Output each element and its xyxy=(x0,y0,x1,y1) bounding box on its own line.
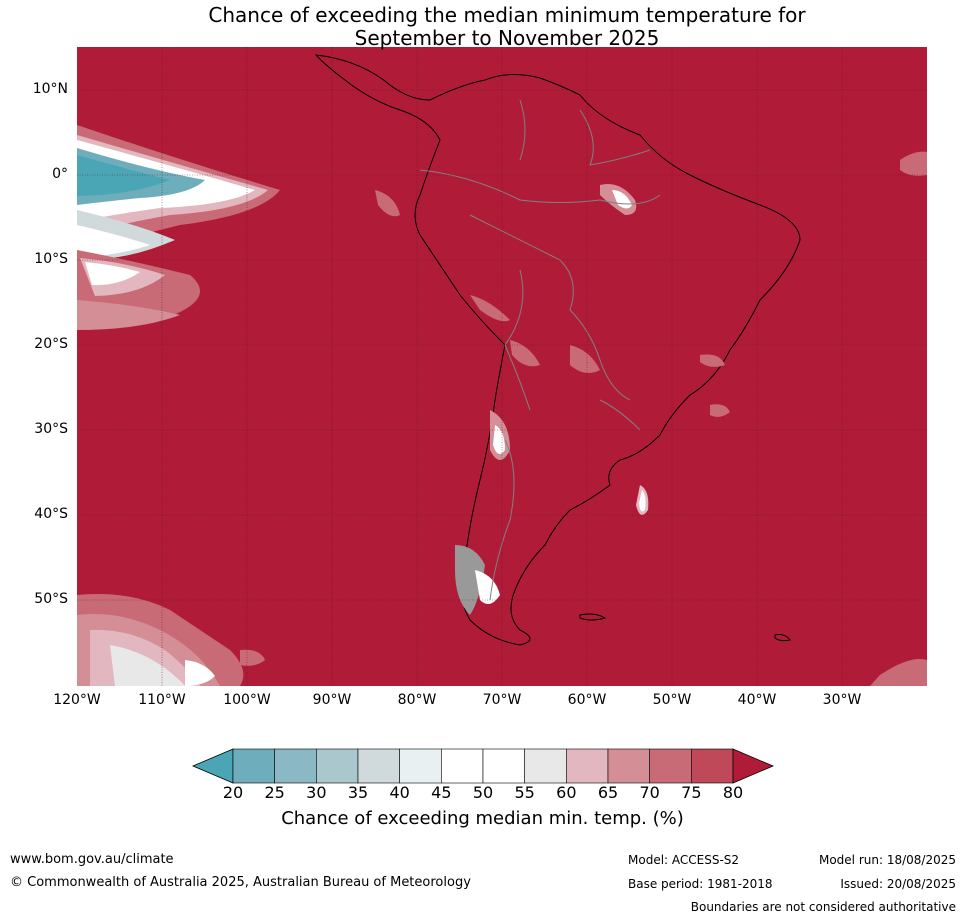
footer-model-run: Model run: 18/08/2025 xyxy=(818,853,956,867)
lat-label: 50°S xyxy=(34,591,68,607)
lat-label: 30°S xyxy=(34,421,68,437)
colorbar-tick: 20 xyxy=(222,783,244,802)
colorbar-box xyxy=(566,748,609,784)
south-atlantic-anomaly xyxy=(870,151,927,686)
southeast-pacific-anomaly xyxy=(77,594,265,686)
colorbar xyxy=(191,748,775,784)
lon-label: 70°W xyxy=(482,692,522,708)
footer-disclaimer: Boundaries are not considered authoritat… xyxy=(690,900,956,914)
colorbar-under-arrow xyxy=(191,748,234,784)
colorbar-box xyxy=(316,748,359,784)
pacific-equatorial-anomaly xyxy=(77,125,280,330)
colorbar-box xyxy=(524,748,567,784)
colorbar-tick: 35 xyxy=(347,783,369,802)
lon-label: 90°W xyxy=(312,692,352,708)
title-line-2: September to November 2025 xyxy=(354,26,660,50)
colorbar-box xyxy=(691,748,734,784)
lat-label: 10°S xyxy=(34,251,68,267)
footer-copyright: © Commonwealth of Australia 2025, Austra… xyxy=(10,875,471,890)
lon-label: 30°W xyxy=(822,692,862,708)
footer-model: Model: ACCESS-S2 xyxy=(628,853,740,867)
colorbar-label: Chance of exceeding median min. temp. (%… xyxy=(281,808,684,829)
footer-base-period: Base period: 1981-2018 xyxy=(628,877,773,891)
colorbar-tick: 65 xyxy=(597,783,619,802)
colorbar-tick: 25 xyxy=(264,783,285,802)
lon-label: 100°W xyxy=(223,692,271,708)
land-anomalies xyxy=(375,184,730,615)
footer-url[interactable]: www.bom.gov.au/climate xyxy=(10,852,174,867)
colorbar-tick: 40 xyxy=(389,783,410,802)
colorbar-tick: 30 xyxy=(306,783,327,802)
colorbar-box xyxy=(649,748,692,784)
lat-label: 40°S xyxy=(34,506,68,522)
title-line-1: Chance of exceeding the median minimum t… xyxy=(208,3,806,27)
lon-label: 80°W xyxy=(397,692,437,708)
colorbar-tick: 60 xyxy=(556,783,577,802)
lon-label: 50°W xyxy=(652,692,692,708)
colorbar-tick: 45 xyxy=(431,783,452,802)
graticule xyxy=(77,47,927,686)
colorbar-box xyxy=(357,748,400,784)
colorbar-box xyxy=(399,748,442,784)
lon-label: 40°W xyxy=(737,692,777,708)
south-america-continent xyxy=(314,54,801,646)
lat-label: 0° xyxy=(52,166,68,182)
colorbar-over-arrow xyxy=(732,748,775,784)
map-title: Chance of exceeding the median minimum t… xyxy=(0,4,965,50)
lon-label: 60°W xyxy=(567,692,607,708)
footer-issued: Issued: 20/08/2025 xyxy=(840,877,956,891)
colorbar-tick: 75 xyxy=(681,783,702,802)
colorbar-box xyxy=(274,748,317,784)
colorbar-box xyxy=(232,748,275,784)
colorbar-tick: 55 xyxy=(514,783,535,802)
colorbar-box xyxy=(441,748,484,784)
colorbar-box xyxy=(482,748,525,784)
colorbar-tick: 70 xyxy=(639,783,660,802)
colorbar-box xyxy=(607,748,650,784)
lon-label: 120°W xyxy=(53,692,101,708)
country-borders xyxy=(419,99,661,601)
lon-label: 110°W xyxy=(138,692,186,708)
colorbar-tick: 80 xyxy=(722,783,744,802)
colorbar-tick: 50 xyxy=(472,783,494,802)
lat-label: 10°N xyxy=(32,81,68,97)
lat-label: 20°S xyxy=(34,336,68,352)
